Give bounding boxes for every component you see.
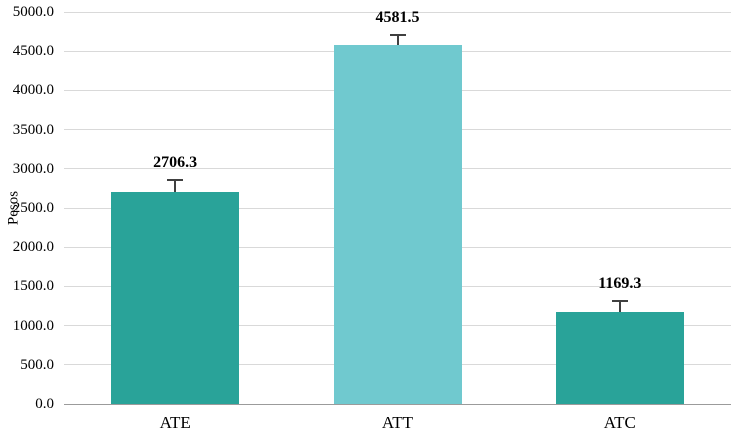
y-tick-label: 5000.0 (12, 4, 54, 20)
value-label: 1169.3 (598, 275, 642, 293)
x-tick-label: ATE (159, 413, 191, 432)
x-tick-label: ATC (603, 413, 636, 432)
y-tick-label: 1000.0 (12, 317, 54, 334)
error-bar-cap (611, 300, 628, 303)
y-tick-label: 4000.0 (12, 82, 54, 99)
bar-ATE (111, 191, 240, 404)
value-label: 2706.3 (153, 154, 198, 172)
bar-ATC (555, 312, 684, 404)
y-tick-label: 3000.0 (12, 160, 54, 177)
y-tick-label: 4500.0 (12, 43, 54, 60)
y-tick-label: 2000.0 (12, 239, 54, 256)
error-bar-cap (167, 179, 184, 182)
error-bar-cap (389, 33, 406, 36)
value-label: 4581.5 (375, 8, 420, 26)
x-axis-line (64, 404, 731, 405)
error-bar-line (618, 301, 621, 313)
gridline (64, 11, 731, 13)
y-tick-label: 3500.0 (12, 121, 54, 138)
bar-ATT (333, 44, 462, 404)
y-tick-label: 2500.0 (12, 200, 54, 216)
y-tick-label: 0.0 (35, 396, 54, 412)
error-bar-line (174, 180, 177, 192)
error-bar-line (396, 34, 399, 45)
y-tick-label: 1500.0 (12, 278, 54, 295)
x-tick-label: ATT (381, 413, 414, 432)
y-tick-label: 500.0 (20, 356, 54, 373)
